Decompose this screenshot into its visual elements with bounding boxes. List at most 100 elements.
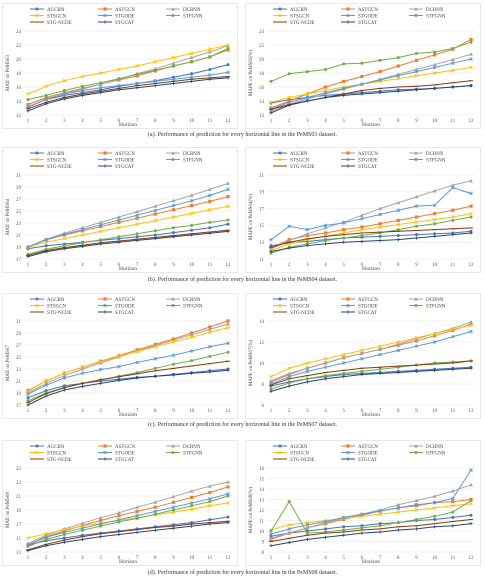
point-stgcat [26,403,30,407]
x-tick-label: 9 [172,409,175,414]
point-dcrnn [414,7,418,11]
x-tick-label: 9 [172,263,175,268]
point-astgcn [323,231,328,235]
point-stgcat [208,370,212,374]
point-dcrnn [269,378,273,383]
legend-item-stgode: STGODE [341,157,378,163]
y-tick-label: 25 [16,467,22,472]
point-stg-ncde [414,364,419,366]
point-stgcat [346,457,350,461]
series-line-stfgnn [27,48,229,101]
x-tick-label: 3 [306,263,309,268]
point-stgcat [171,373,176,377]
point-astgcn [103,7,107,11]
point-stgcat [99,91,103,95]
point-stgode [171,353,176,358]
point-stsgcn [269,100,273,105]
point-stg-ncde [116,376,121,378]
point-stg-ncde [341,531,346,533]
point-astgcn [396,64,400,68]
point-stgcat [305,537,309,541]
series-line-stgcat [27,230,229,258]
point-agcrn [278,7,282,11]
point-stfgnn [153,366,157,370]
x-tick-label: 2 [45,556,48,561]
series-line-dcrnn [27,182,229,248]
point-stgode [396,506,401,510]
point-stgode [26,105,30,110]
point-stgode [117,517,121,522]
y-tick-label: 12 [259,114,265,119]
point-dcrnn [116,215,121,219]
legend-label: STG-NCDE [290,165,315,170]
point-dcrnn [98,220,103,224]
point-stgcat [99,535,103,539]
x-tick-label: 10 [432,263,438,268]
point-stsgcn [62,527,67,532]
legend-item-stgcat: STGCAT [341,310,377,316]
series-stgode [26,70,230,110]
point-stg-ncde [396,86,401,88]
point-stsgcn [207,47,212,52]
point-stfgnn [62,533,66,536]
point-stsgcn [341,231,346,235]
series-stg-ncde [26,360,230,404]
y-tick-label: 20 [16,58,22,63]
legend-label: AGCRN [290,8,308,13]
y-tick-label: 13 [259,498,265,503]
legend-label: STG-NCDE [290,21,315,26]
point-dcrnn [378,347,383,351]
point-stg-ncde [35,165,39,167]
point-stfgnn [451,218,455,222]
legend-item-stsgcn: STSGCN [273,450,310,456]
point-stgode [360,216,364,221]
point-stfgnn [414,304,418,307]
point-stfgnn [305,377,309,381]
point-stgode [341,515,346,520]
point-agcrn [208,226,212,230]
point-stg-ncde [305,238,310,240]
chart-frame [245,293,481,419]
point-stgode [323,223,328,228]
series-stfgnn [269,40,473,83]
point-astgcn [226,485,230,489]
point-astgcn [378,70,382,74]
x-tick-label: 5 [342,263,345,268]
point-stgode [80,526,85,531]
legend-label: STSGCN [47,304,67,309]
point-stsgcn [189,507,194,512]
point-stgode [269,532,273,536]
point-stfgnn [171,451,175,454]
series-line-stsgcn [27,502,229,539]
x-tick-label: 10 [432,556,438,561]
x-tick-label: 10 [189,119,195,124]
point-stsgcn [171,340,176,344]
point-stfgnn [414,224,418,228]
point-stgcat [153,84,157,88]
point-stgode [208,496,212,501]
point-stgcat [342,375,346,379]
point-stgode [305,369,310,374]
point-astgcn [226,195,230,199]
x-tick-label: 12 [469,556,475,561]
point-stgcat [208,231,212,235]
point-stgcat [208,522,212,526]
series-line-stgode [27,342,229,395]
point-stg-ncde [278,165,282,167]
point-stfgnn [208,55,212,59]
point-stsgcn [207,503,212,508]
y-tick-label: 21 [16,380,22,385]
point-stgcat [433,368,437,372]
point-stg-ncde [432,523,437,525]
series-stgcat [26,76,230,113]
point-stgcat [287,540,291,545]
point-stgcat [323,377,328,381]
x-tick-label: 3 [63,409,66,414]
point-astgcn [451,500,455,504]
point-stgode [117,83,121,88]
point-dcrnn [341,355,346,360]
x-tick-label: 11 [450,556,455,561]
point-stg-ncde [278,21,282,23]
x-tick-label: 1 [270,263,273,268]
point-stsgcn [26,389,30,394]
